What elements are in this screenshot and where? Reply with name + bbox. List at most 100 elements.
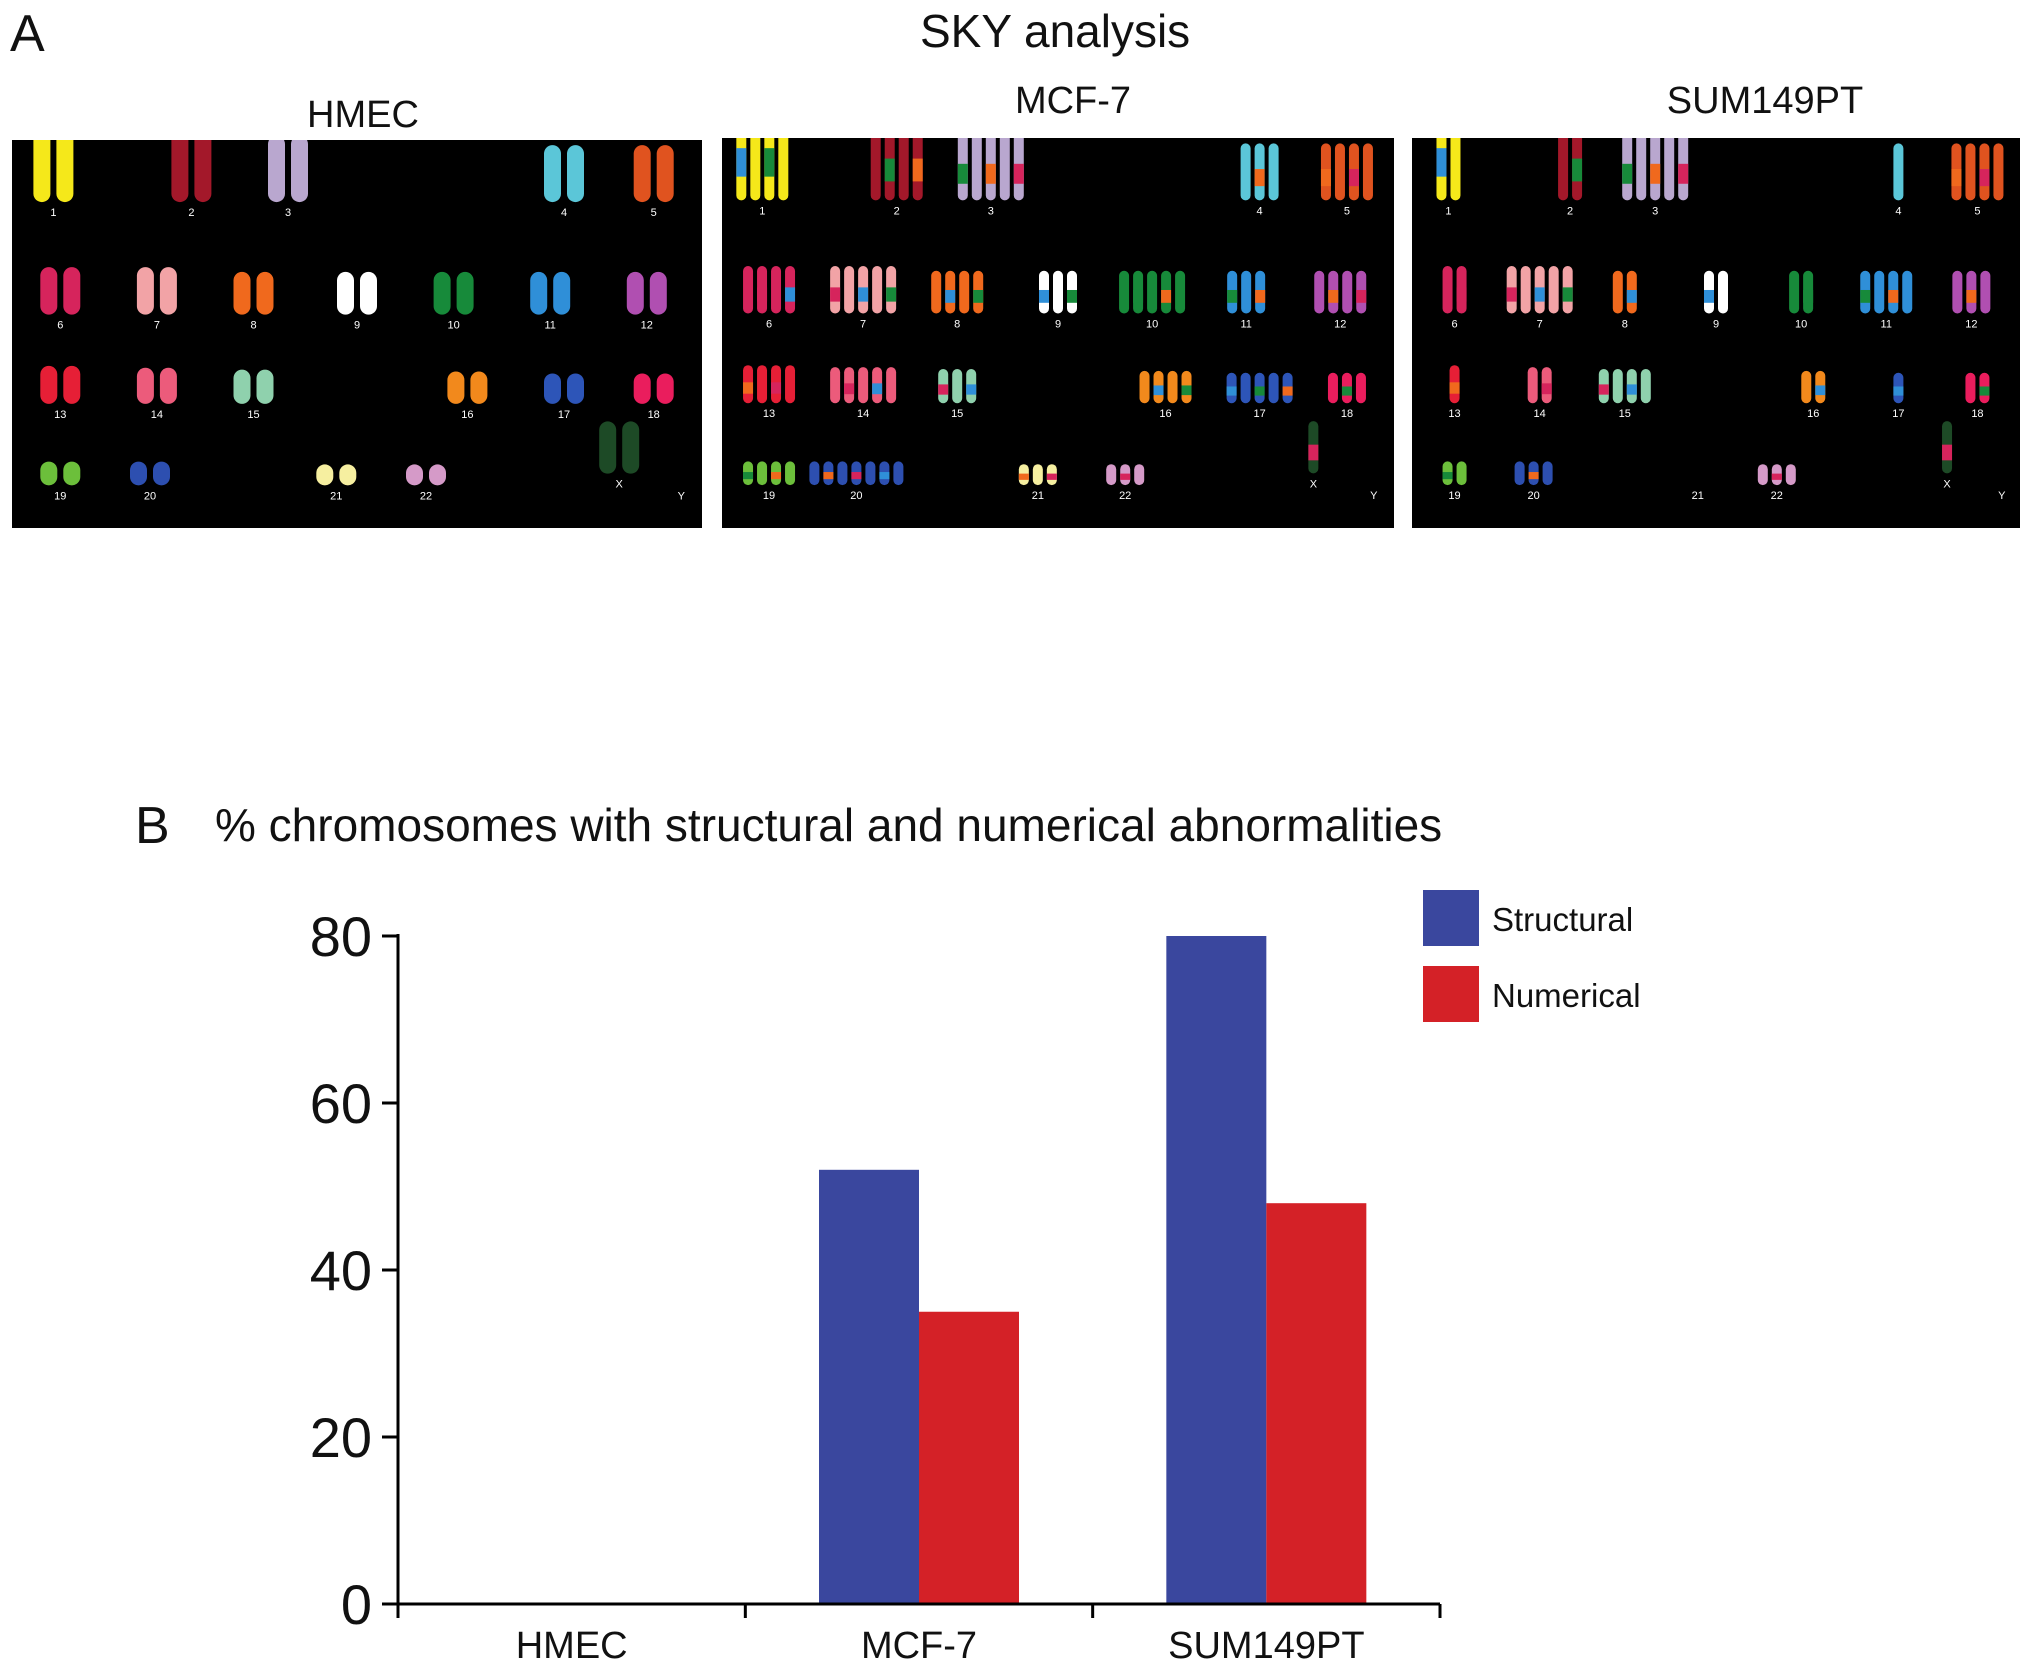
chromosome-group-2 [870,138,923,201]
chromosome-label: 1 [1445,205,1451,217]
chromosome-group-17 [544,373,584,404]
chromosome-group-12 [1314,270,1367,314]
bar-numerical [919,1311,1019,1603]
chromosome-label: 18 [1971,408,1983,420]
chromosome-label: 12 [1965,319,1977,331]
chromosome-group-4 [544,145,584,203]
chromosome-label: 22 [420,490,432,502]
chromosome-group-15 [233,369,274,404]
chromosome-group-13 [1449,365,1460,404]
chromosome-group-8 [233,271,274,315]
bar-structural [1166,936,1267,1603]
chromosome-group-9 [337,271,377,315]
chromosome-group-16 [447,371,488,404]
chromosome-label: 16 [1159,408,1171,420]
chromosome-label: 11 [1881,319,1892,331]
chromosome-label: 12 [1334,319,1346,331]
chromosome-label: 11 [544,320,555,332]
chromosome-group-17 [1226,372,1293,404]
chromosome-label: 19 [54,490,66,502]
panel-a-letter: A [10,5,45,63]
chromosome-label: 1 [50,207,56,219]
bar-numerical [1266,1203,1367,1603]
chromosome-label: 5 [1344,205,1350,217]
chromosome-label: 14 [1534,408,1546,420]
chromosome-group-7 [1506,266,1573,314]
chromosome-group-14 [830,367,897,404]
chromosome-label: 4 [1257,205,1263,217]
chromosome-label: 16 [1807,408,1819,420]
chromosome-label: 17 [558,409,570,421]
chromosome-label: 7 [860,319,866,331]
chromosome-group-20 [809,461,904,486]
chromosome-group-11 [1227,270,1266,314]
chromosome-group-7 [136,267,177,315]
chromosome-group-21 [316,464,357,486]
chromosome-label: 4 [1895,205,1901,217]
y-tick-label: 0 [341,1573,372,1636]
chromosome-label: 13 [763,408,775,420]
chromosome-label: 17 [1253,408,1265,420]
chromosome-group-22 [1757,464,1796,486]
chromosome-group-5 [1320,143,1373,201]
panel-b-letter: B [135,797,170,855]
chromosome-group-x [599,421,640,474]
chromosome-group-19 [743,461,796,486]
chromosome-label: 3 [988,205,994,217]
bar-chart: 0 20 40 60 80 HMEC MCF-7 SUM149PT Structural Nume… [310,890,1641,1667]
chromosome-group-20 [130,461,170,486]
legend-swatch-structural [1423,890,1479,946]
chromosome-group-11 [530,271,571,315]
chromosome-group-5 [1951,143,2004,201]
chromosome-group-4 [1893,143,1904,201]
chromosome-label: 20 [850,490,862,502]
chromosome-label: 16 [461,409,473,421]
chromosome-group-17 [1893,372,1904,404]
chromosome-label: Y [1370,490,1378,502]
chromosome-label: 21 [330,490,342,502]
chromosome-group-10 [1119,270,1186,314]
chromosome-label: 20 [144,490,156,502]
chromosome-label: 9 [1713,319,1719,331]
chromosome-group-10 [433,271,474,315]
chromosome-label: 8 [1622,319,1628,331]
chromosome-label: 6 [1451,319,1457,331]
x-tick-label: MCF-7 [861,1625,977,1667]
chromosome-group-6 [40,267,81,315]
chromosome-label: 7 [154,320,160,332]
chromosome-label: 19 [1448,490,1460,502]
bar-structural [819,1169,919,1603]
chromosome-label: 5 [651,207,657,219]
chromosome-group-2 [1558,138,1583,201]
chromosome-group-x [1308,421,1319,474]
chromosome-group-3 [1622,138,1689,201]
chromosome-group-12 [626,271,667,315]
chromosome-group-3 [957,138,1024,201]
chromosome-label: 11 [1240,319,1251,331]
chromosome-group-10 [1789,270,1814,314]
chromosome-group-16 [1801,370,1826,404]
chromosome-label: 5 [1974,205,1980,217]
chromosome-group-22 [406,464,446,486]
legend-swatch-numerical [1423,966,1479,1022]
chromosome-group-1 [33,140,74,203]
chromosome-group-20 [1514,461,1553,486]
chromosome-label: 17 [1892,408,1904,420]
legend-label: Numerical [1492,977,1641,1014]
chromosome-label: 9 [1055,319,1061,331]
y-tick-label: 40 [310,1239,372,1302]
chromosome-label: 21 [1692,490,1704,502]
chromosome-label: Y [1998,490,2006,502]
chromosome-group-11 [1860,270,1913,314]
chromosome-label: 10 [447,320,459,332]
chromosome-group-6 [743,266,796,314]
chromosome-label: 6 [766,319,772,331]
karyotype-title-mcf7: MCF-7 [1014,80,1132,122]
chromosome-label: X [616,479,624,491]
chromosome-label: 3 [1652,205,1658,217]
y-tick-label: 80 [310,905,372,968]
chromosome-group-9 [1039,270,1077,314]
karyotype-title-sum149pt: SUM149PT [1666,80,1864,122]
chromosome-label: 12 [641,320,653,332]
x-tick-label: HMEC [516,1625,628,1667]
